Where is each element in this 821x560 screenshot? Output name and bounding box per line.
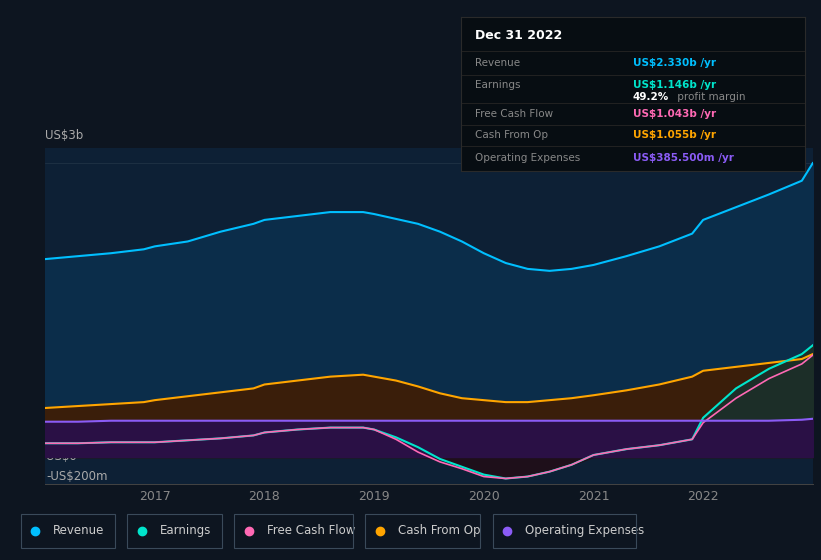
Text: US$3b: US$3b: [45, 129, 84, 142]
Text: -US$200m: -US$200m: [46, 470, 108, 483]
Text: Revenue: Revenue: [53, 524, 105, 537]
Text: US$385.500m /yr: US$385.500m /yr: [633, 153, 734, 164]
Text: Free Cash Flow: Free Cash Flow: [475, 109, 553, 119]
Text: Earnings: Earnings: [160, 524, 212, 537]
Text: US$1.146b /yr: US$1.146b /yr: [633, 80, 716, 90]
Text: Cash From Op: Cash From Op: [398, 524, 480, 537]
Text: Earnings: Earnings: [475, 80, 521, 90]
Text: profit margin: profit margin: [674, 92, 745, 102]
Text: Free Cash Flow: Free Cash Flow: [267, 524, 355, 537]
Text: 49.2%: 49.2%: [633, 92, 669, 102]
Text: Revenue: Revenue: [475, 58, 521, 68]
Text: US$1.055b /yr: US$1.055b /yr: [633, 130, 716, 141]
Text: US$2.330b /yr: US$2.330b /yr: [633, 58, 716, 68]
Text: US$0: US$0: [46, 450, 76, 464]
Text: Operating Expenses: Operating Expenses: [475, 153, 580, 164]
Text: US$1.043b /yr: US$1.043b /yr: [633, 109, 716, 119]
Text: Cash From Op: Cash From Op: [475, 130, 548, 141]
Text: Operating Expenses: Operating Expenses: [525, 524, 644, 537]
Text: Dec 31 2022: Dec 31 2022: [475, 29, 562, 42]
